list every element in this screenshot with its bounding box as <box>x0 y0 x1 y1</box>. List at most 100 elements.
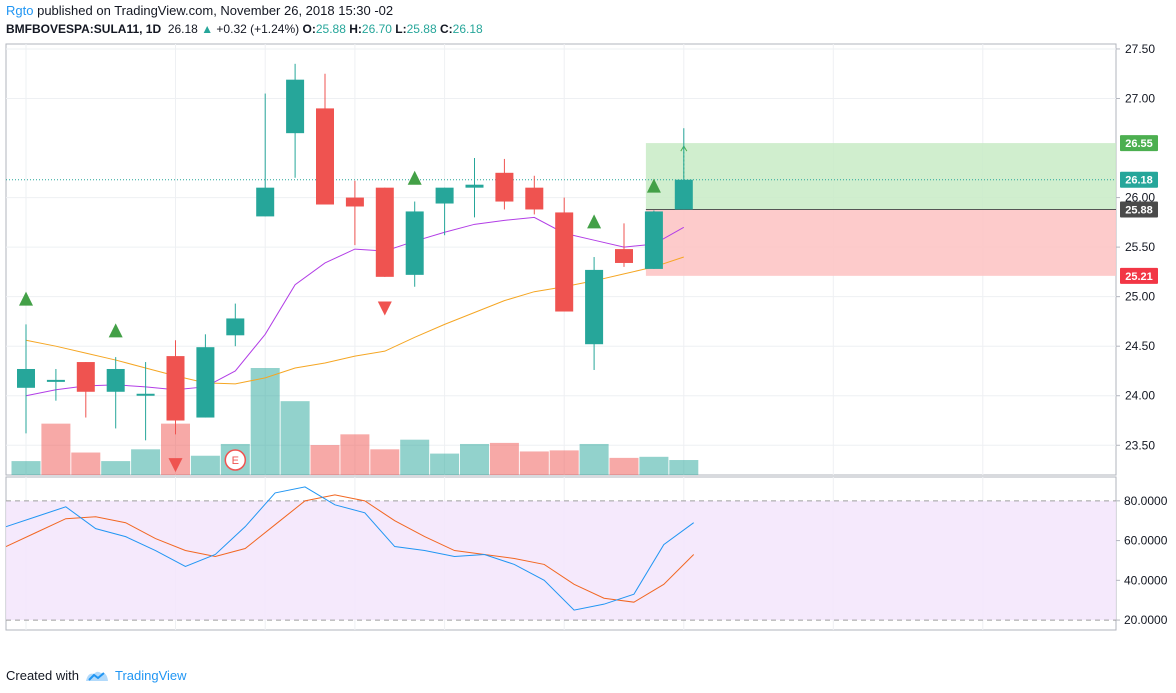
volume-bar <box>310 445 340 475</box>
price-axis-label-text: 26.55 <box>1125 138 1153 150</box>
open-value: 25.88 <box>315 22 346 36</box>
candle-body <box>585 269 604 345</box>
moving-average-slow <box>25 256 684 385</box>
y-tick-label: 25.00 <box>1125 290 1155 304</box>
y-tick-label: 23.50 <box>1125 438 1155 452</box>
moving-average-fast <box>25 216 685 397</box>
candle-body <box>615 249 633 263</box>
symbol-name: BMFBOVESPA:SULA11, 1D <box>6 22 162 36</box>
volume-bar <box>340 434 370 475</box>
oscillator-tick-label: 80.0000 <box>1124 494 1168 508</box>
candle-body <box>286 79 305 134</box>
price-axis-label <box>1120 201 1158 218</box>
loss-zone <box>645 209 1116 276</box>
candle-body <box>226 318 245 336</box>
candle-body <box>405 211 424 275</box>
earnings-marker-icon <box>224 449 247 471</box>
tradingview-brand-label: TradingView <box>114 668 187 683</box>
volume-bar <box>280 401 310 475</box>
volume-bar <box>41 423 71 475</box>
volume-bar <box>639 456 669 475</box>
candle-body <box>345 197 364 207</box>
open-label: O: <box>302 22 316 36</box>
oscillator-tick-label: 40.0000 <box>1124 573 1168 587</box>
candle-body <box>17 368 35 388</box>
candle-body <box>555 212 574 312</box>
price-axis-label <box>1120 171 1158 188</box>
sell-signal-arrow-icon <box>168 458 183 473</box>
volume-bar <box>549 450 579 475</box>
sell-signal-arrow-icon <box>377 301 392 316</box>
publish-header: Rgto published on TradingView.com, Novem… <box>6 3 393 18</box>
candle-body <box>375 187 394 277</box>
y-tick-label: 25.50 <box>1125 240 1155 254</box>
volume-bar <box>370 449 400 475</box>
price-axis-label-text: 25.21 <box>1125 271 1153 283</box>
candle-body <box>196 347 215 418</box>
y-tick-label: 27.00 <box>1125 91 1155 105</box>
price-axis-label-text: 26.18 <box>1125 175 1153 187</box>
oscillator-tick-label: 20.0000 <box>1124 613 1168 627</box>
volume-bar <box>71 452 101 475</box>
price-axis-label <box>1120 267 1158 284</box>
y-tick-label: 26.00 <box>1125 191 1155 205</box>
volume-bar <box>101 461 131 475</box>
volume-bar <box>669 460 699 475</box>
volume-bar <box>190 455 220 475</box>
tradingview-logo-icon <box>85 671 108 681</box>
candle-body <box>76 362 95 392</box>
y-tick-label: 24.50 <box>1125 339 1155 353</box>
profit-zone <box>645 143 1116 210</box>
price-axis-label <box>1120 135 1158 152</box>
close-label: C: <box>439 22 453 36</box>
volume-bar <box>489 442 519 475</box>
y-tick-label: 24.00 <box>1125 389 1155 403</box>
volume-bar <box>11 461 41 475</box>
price-chart[interactable]: E 2229Nov7121926Dec1027.5027.0026.0025.5… <box>0 0 1176 640</box>
publish-info: published on TradingView.com, November 2… <box>37 3 394 18</box>
stochastic-k-line <box>5 486 694 611</box>
buy-signal-arrow-icon <box>108 323 123 338</box>
volume-bar <box>460 443 489 475</box>
change-up-icon: ▲ <box>201 22 214 36</box>
candle-body <box>674 179 693 210</box>
low-value: 25.88 <box>406 22 437 36</box>
candle-body <box>106 368 125 392</box>
volume-bar <box>430 453 460 475</box>
candle-body <box>46 379 65 382</box>
y-tick-label: 27.50 <box>1125 42 1155 56</box>
high-label: H: <box>349 22 362 36</box>
candle-body <box>435 187 454 204</box>
created-with-text: Created with <box>6 668 79 683</box>
tradingview-brand[interactable]: TradingView <box>85 668 187 683</box>
low-label: L: <box>395 22 407 36</box>
buy-signal-arrow-icon <box>19 291 33 306</box>
buy-signal-arrow-icon <box>407 170 422 185</box>
candle-body <box>465 184 484 188</box>
footer: Created with TradingView <box>6 668 187 683</box>
oscillator-tick-label: 60.0000 <box>1124 534 1168 548</box>
volume-bar <box>609 457 639 475</box>
candle-body <box>644 211 663 269</box>
symbol-header: BMFBOVESPA:SULA11, 1D 26.18 ▲ +0.32 (+1.… <box>6 22 483 36</box>
price-change: +0.32 (+1.24%) <box>216 22 300 36</box>
volume-bar <box>400 439 430 475</box>
buy-signal-arrow-icon <box>646 178 661 193</box>
oscillator-band <box>6 500 1116 621</box>
candle-body <box>256 187 275 217</box>
volume-bar <box>519 451 549 475</box>
earnings-marker-label: E <box>232 455 239 467</box>
candle-body <box>495 172 514 202</box>
volume-bar <box>131 449 161 475</box>
stochastic-d-line <box>5 494 695 603</box>
author-name[interactable]: Rgto <box>6 3 34 18</box>
candle-body <box>136 393 155 396</box>
volume-bar <box>579 443 609 475</box>
candle-body <box>525 187 544 210</box>
last-price: 26.18 <box>167 22 198 36</box>
buy-signal-arrow-icon <box>587 214 602 229</box>
close-value: 26.18 <box>452 22 483 36</box>
candle-body <box>166 356 185 421</box>
high-value: 26.70 <box>361 22 392 36</box>
volume-bar <box>250 368 280 475</box>
